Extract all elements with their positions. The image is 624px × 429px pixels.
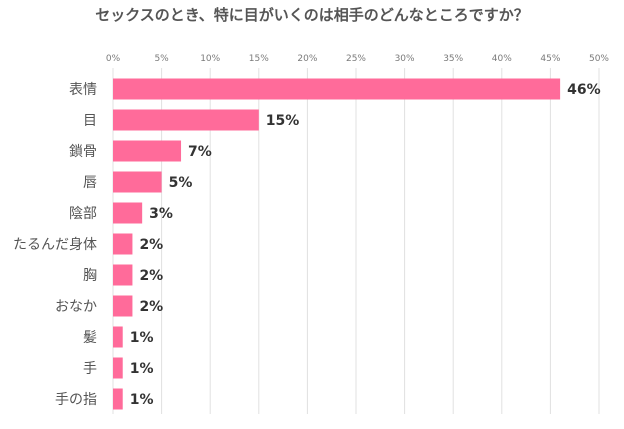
x-tick-label: 35% xyxy=(443,54,463,64)
bar xyxy=(113,295,133,317)
data-label: 2% xyxy=(139,299,163,315)
category-label: 手 xyxy=(83,361,97,377)
x-tick-label: 25% xyxy=(346,54,366,64)
data-labels: 46% 15% 7% 5% 3% 2% 2% 2% 1% 1% 1% xyxy=(130,82,601,408)
data-label: 2% xyxy=(139,268,163,284)
data-label: 46% xyxy=(567,82,601,98)
bar xyxy=(113,233,133,255)
x-tick-label: 30% xyxy=(395,54,415,64)
chart-title: セックスのとき、特に目がいくのは相手のどんなところですか？ xyxy=(95,6,529,24)
category-label: 鎖骨 xyxy=(69,144,97,160)
category-label: 表情 xyxy=(69,82,97,98)
x-tick-label: 10% xyxy=(200,54,220,64)
category-label: 唇 xyxy=(83,175,97,191)
category-label: 手の指 xyxy=(55,392,97,408)
x-tick-label: 15% xyxy=(249,54,269,64)
data-label: 1% xyxy=(130,330,154,346)
category-label: 胸 xyxy=(83,268,97,284)
x-tick-label: 20% xyxy=(297,54,317,64)
data-label: 2% xyxy=(139,237,163,253)
bar xyxy=(113,140,182,162)
bars xyxy=(113,78,561,410)
category-label: 髪 xyxy=(83,330,97,346)
bar xyxy=(113,264,133,286)
bar xyxy=(113,326,123,348)
category-label: おなか xyxy=(55,299,97,315)
data-label: 1% xyxy=(130,392,154,408)
x-tick-label: 40% xyxy=(492,54,512,64)
bar xyxy=(113,109,259,131)
category-label: 目 xyxy=(83,113,97,129)
data-label: 1% xyxy=(130,361,154,377)
category-label: 陰部 xyxy=(69,206,97,222)
bar xyxy=(113,388,123,410)
category-label: たるんだ身体 xyxy=(13,237,97,253)
data-label: 7% xyxy=(188,144,212,160)
bar xyxy=(113,171,162,193)
bar xyxy=(113,202,143,224)
x-tick-label: 5% xyxy=(154,54,169,64)
data-label: 15% xyxy=(266,113,300,129)
x-tick-label: 50% xyxy=(589,54,609,64)
data-label: 3% xyxy=(149,206,173,222)
bar xyxy=(113,357,123,379)
data-label: 5% xyxy=(169,175,193,191)
x-tick-label: 0% xyxy=(106,54,121,64)
x-axis-ticks: 0% 5% 10% 15% 20% 25% 30% 35% 40% 45% 50% xyxy=(106,54,610,64)
bar xyxy=(113,78,561,100)
x-tick-label: 45% xyxy=(540,54,560,64)
